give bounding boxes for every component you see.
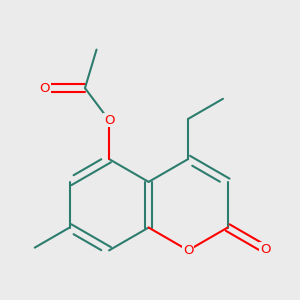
Text: O: O <box>40 82 50 94</box>
Text: O: O <box>183 244 194 257</box>
Text: O: O <box>104 114 114 127</box>
Text: O: O <box>260 243 271 256</box>
